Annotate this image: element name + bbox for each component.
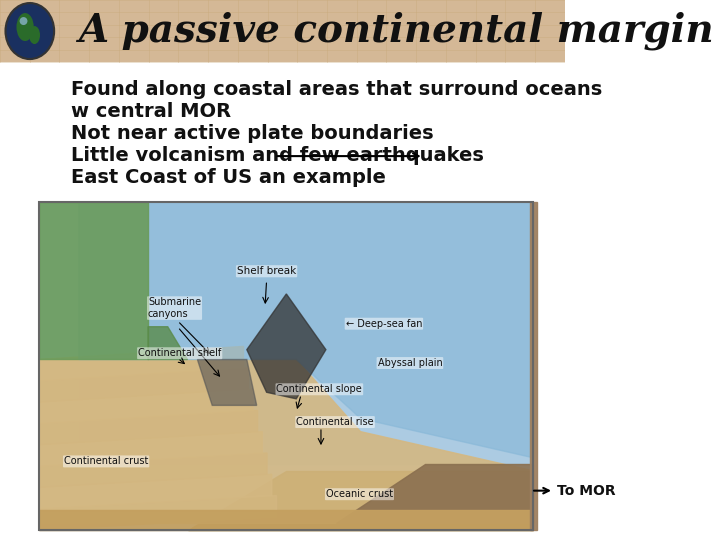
Polygon shape	[78, 202, 534, 464]
FancyBboxPatch shape	[39, 202, 534, 530]
Text: Found along coastal areas that surround oceans: Found along coastal areas that surround …	[71, 80, 602, 99]
Ellipse shape	[6, 3, 54, 59]
Ellipse shape	[17, 13, 34, 41]
Polygon shape	[197, 360, 257, 406]
Text: Little volcanism and few earthquakes: Little volcanism and few earthquakes	[71, 146, 484, 165]
Polygon shape	[247, 294, 326, 399]
Text: Abyssal plain: Abyssal plain	[377, 358, 442, 368]
Polygon shape	[39, 496, 276, 530]
Text: Shelf break: Shelf break	[237, 266, 296, 276]
Text: To MOR: To MOR	[557, 484, 616, 498]
Text: Continental rise: Continental rise	[296, 417, 374, 427]
Ellipse shape	[19, 17, 27, 25]
Polygon shape	[530, 202, 537, 530]
Polygon shape	[336, 464, 534, 523]
Polygon shape	[39, 360, 534, 523]
Text: Continental slope: Continental slope	[276, 384, 362, 394]
Text: ← Deep-sea fan: ← Deep-sea fan	[346, 319, 422, 329]
Polygon shape	[148, 327, 187, 360]
Text: w central MOR: w central MOR	[71, 102, 230, 121]
Polygon shape	[39, 474, 271, 509]
Polygon shape	[39, 510, 534, 530]
Text: Oceanic crust: Oceanic crust	[326, 489, 393, 499]
Polygon shape	[39, 389, 253, 423]
Text: A passive continental margin: A passive continental margin	[78, 12, 714, 50]
FancyBboxPatch shape	[0, 0, 565, 62]
Text: Continental shelf: Continental shelf	[138, 348, 221, 358]
Polygon shape	[39, 410, 258, 445]
Text: Continental crust: Continental crust	[64, 456, 148, 467]
Polygon shape	[187, 471, 534, 530]
Polygon shape	[39, 368, 248, 402]
Text: Submarine
canyons: Submarine canyons	[148, 297, 201, 319]
Polygon shape	[39, 346, 243, 381]
Polygon shape	[39, 453, 267, 488]
Polygon shape	[39, 202, 148, 360]
Ellipse shape	[29, 26, 40, 44]
Text: Not near active plate boundaries: Not near active plate boundaries	[71, 124, 433, 143]
Text: East Coast of US an example: East Coast of US an example	[71, 168, 385, 187]
Polygon shape	[78, 202, 534, 458]
Polygon shape	[39, 431, 262, 466]
